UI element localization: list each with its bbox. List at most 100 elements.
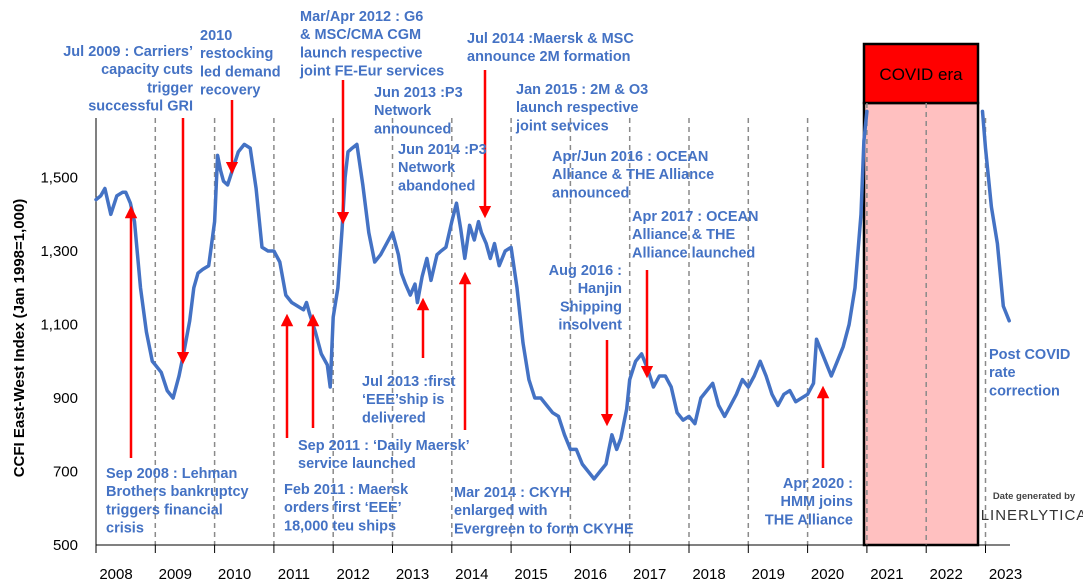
annotation-line: Jul 2013 :first [362, 374, 456, 390]
annotation-sep2008: Sep 2008 : Lehman Brothers bankruptcy trig… [106, 466, 249, 537]
y-tick-label: 500 [53, 537, 78, 554]
annotation-line: Sep 2008 : Lehman [106, 466, 237, 482]
annotation-line: Network [398, 160, 456, 176]
annotation-line: & MSC/CMA CGM [300, 27, 421, 43]
y-tick-label: 1,300 [40, 243, 78, 260]
annotation-apr2017: Apr 2017 : OCEAN Alliance & THE Alliance l… [632, 209, 759, 261]
linerlytica-credit: Date generated by LINERLYTICA [981, 491, 1083, 524]
annotation-line: Jul 2009 : Carriers’ [63, 44, 193, 60]
covid-era-label: COVID era [879, 65, 963, 84]
annotation-line: successful GRI [88, 99, 193, 115]
event-annotations: Jul 2009 : Carriers’ capacity cuts trigger… [63, 9, 1070, 537]
annotation-line: orders first ‘EEE’ [284, 500, 402, 516]
annotation-line: Brothers bankruptcy [106, 484, 249, 500]
annotation-line: Jul 2014 :Maersk & MSC [467, 31, 634, 47]
annotation-line: enlarged with [454, 503, 547, 519]
annotation-apr2016: Apr/Jun 2016 : OCEAN Alliance & THE Allia… [552, 149, 714, 201]
annotation-line: rate [989, 365, 1016, 381]
annotation-line: trigger [147, 80, 193, 96]
covid-era-shading: COVID era [862, 42, 980, 547]
y-tick-label: 1,500 [40, 170, 78, 187]
x-tick-label: 2013 [396, 566, 429, 583]
annotation-line: correction [989, 383, 1060, 399]
annotation-apr2020: Apr 2020 : HMM joins THE Alliance [765, 476, 853, 528]
annotation-line: ‘EEE’ship is [362, 392, 444, 408]
credit-line-1: Date generated by [993, 491, 1076, 502]
annotation-line: launch respective [516, 100, 639, 116]
annotation-line: 2010 [200, 28, 232, 44]
annotation-line: Sep 2011 : ‘Daily Maersk’ [298, 438, 470, 454]
annotation-line: restocking [200, 46, 273, 62]
ccfi-series [94, 109, 1011, 481]
annotation-line: HMM joins [781, 494, 854, 510]
x-tick-label: 2009 [159, 566, 192, 583]
x-tick-label: 2008 [99, 566, 132, 583]
annotation-line: announced [374, 121, 451, 137]
x-tick-label: 2020 [811, 566, 844, 583]
annotation-aug2016: Aug 2016 : Hanjin Shipping insolvent [549, 263, 623, 334]
annotation-line: led demand [200, 64, 281, 80]
annotation-sep2011: Sep 2011 : ‘Daily Maersk’ service launche… [298, 438, 470, 472]
annotation-post: Post COVID rate correction [989, 347, 1070, 399]
annotation-line: Feb 2011 : Maersk [284, 482, 409, 498]
annotation-line: Alliance & THE Alliance [552, 167, 714, 183]
annotation-line: announced [552, 185, 629, 201]
y-tick-label: 1,100 [40, 317, 78, 334]
y-axis-label: CCFI East-West Index (Jan 1998=1,000) [11, 199, 28, 478]
annotation-jun2013: Jun 2013 :P3 Network announced [374, 85, 463, 137]
annotation-line: Network [374, 103, 432, 119]
annotation-line: service launched [298, 456, 416, 472]
annotation-line: Shipping [560, 299, 622, 315]
annotation-line: Hanjin [578, 281, 622, 297]
x-tick-label: 2012 [337, 566, 370, 583]
x-tick-label: 2022 [930, 566, 963, 583]
x-tick-label: 2017 [633, 566, 666, 583]
annotation-line: Jan 2015 : 2M & O3 [516, 82, 648, 98]
annotation-line: crisis [106, 521, 144, 537]
annotation-mar2014: Mar 2014 : CKYH enlarged with Evergreen to… [454, 485, 634, 537]
y-tick-label: 900 [53, 390, 78, 407]
annotation-line: capacity cuts [101, 62, 193, 78]
annotation-line: delivered [362, 410, 426, 426]
x-tick-label: 2018 [692, 566, 725, 583]
annotation-mar2012: Mar/Apr 2012 : G6 & MSC/CMA CGM launch res… [299, 9, 444, 80]
annotation-jul2009: Jul 2009 : Carriers’ capacity cuts trigger… [63, 44, 193, 115]
x-tick-label: 2011 [278, 566, 310, 583]
covid-era-box [862, 101, 980, 547]
annotation-line: joint services [515, 118, 609, 134]
x-tick-label: 2016 [574, 566, 607, 583]
annotation-line: announce 2M formation [467, 49, 631, 65]
annotation-line: recovery [200, 83, 260, 99]
annotation-line: Jun 2013 :P3 [374, 85, 463, 101]
annotation-line: Post COVID [989, 347, 1070, 363]
annotation-line: Alliance launched [632, 245, 755, 261]
annotation-line: Apr/Jun 2016 : OCEAN [552, 149, 708, 165]
x-tick-label: 2019 [752, 566, 785, 583]
x-tick-label: 2021 [870, 566, 903, 583]
ccfi-line-2 [980, 109, 1011, 323]
event-arrows [124, 70, 830, 468]
ccfi-line-1 [94, 109, 869, 481]
annotation-line: Mar 2014 : CKYH [454, 485, 570, 501]
annotation-line: joint FE-Eur services [299, 64, 444, 80]
annotation-jan2015: Jan 2015 : 2M & O3 launch respective joint… [515, 82, 648, 134]
annotation-line: launch respective [300, 45, 423, 61]
annotation-line: triggers financial [106, 502, 223, 518]
annotation-line: Evergreen to form CKYHE [454, 521, 634, 537]
annotation-jun2014: Jun 2014 :P3 Network abandoned [398, 142, 487, 194]
annotation-line: Alliance & THE [632, 227, 735, 243]
annotation-2010: 2010 restocking led demand recovery [200, 28, 281, 99]
credit-logo-text: LINERLYTICA [981, 507, 1083, 524]
annotation-line: abandoned [398, 178, 475, 194]
x-tick-label: 2014 [455, 566, 488, 583]
annotation-jul2013: Jul 2013 :first ‘EEE’ship is delivered [362, 374, 456, 426]
annotation-line: 18,000 teu ships [284, 518, 396, 534]
annotation-feb2011: Feb 2011 : Maersk orders first ‘EEE’ 18,00… [284, 482, 409, 534]
annotation-line: Apr 2020 : [783, 476, 853, 492]
annotation-line: Apr 2017 : OCEAN [632, 209, 759, 225]
annotation-line: THE Alliance [765, 512, 853, 528]
y-tick-label: 700 [53, 464, 78, 481]
x-tick-label: 2010 [218, 566, 251, 583]
annotation-jul2014: Jul 2014 :Maersk & MSC announce 2M format… [467, 31, 634, 65]
